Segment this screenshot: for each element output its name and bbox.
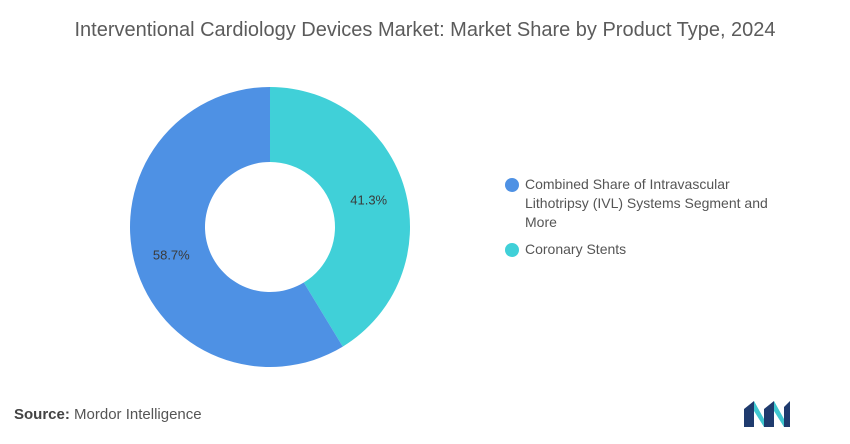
source-text: Mordor Intelligence <box>74 406 202 423</box>
legend-swatch-stents <box>505 243 519 257</box>
donut-slice-1[interactable] <box>129 86 343 367</box>
donut-slice-0[interactable] <box>270 87 410 347</box>
legend-item-stents[interactable]: Coronary Stents <box>505 240 795 259</box>
mordor-intelligence-logo <box>744 401 790 427</box>
legend-label-ivl: Combined Share of Intravascular Lithotri… <box>525 176 768 230</box>
chart-legend: Combined Share of Intravascular Lithotri… <box>505 175 795 267</box>
slice-label-1: 58.7% <box>153 248 190 263</box>
legend-item-ivl[interactable]: Combined Share of Intravascular Lithotri… <box>505 175 795 232</box>
source-note: Source: Mordor Intelligence <box>14 406 202 423</box>
legend-swatch-ivl <box>505 178 519 192</box>
slice-label-0: 41.3% <box>350 192 387 207</box>
source-prefix: Source: <box>14 406 70 423</box>
legend-label-stents: Coronary Stents <box>525 241 627 257</box>
chart-title: Interventional Cardiology Devices Market… <box>74 19 776 41</box>
